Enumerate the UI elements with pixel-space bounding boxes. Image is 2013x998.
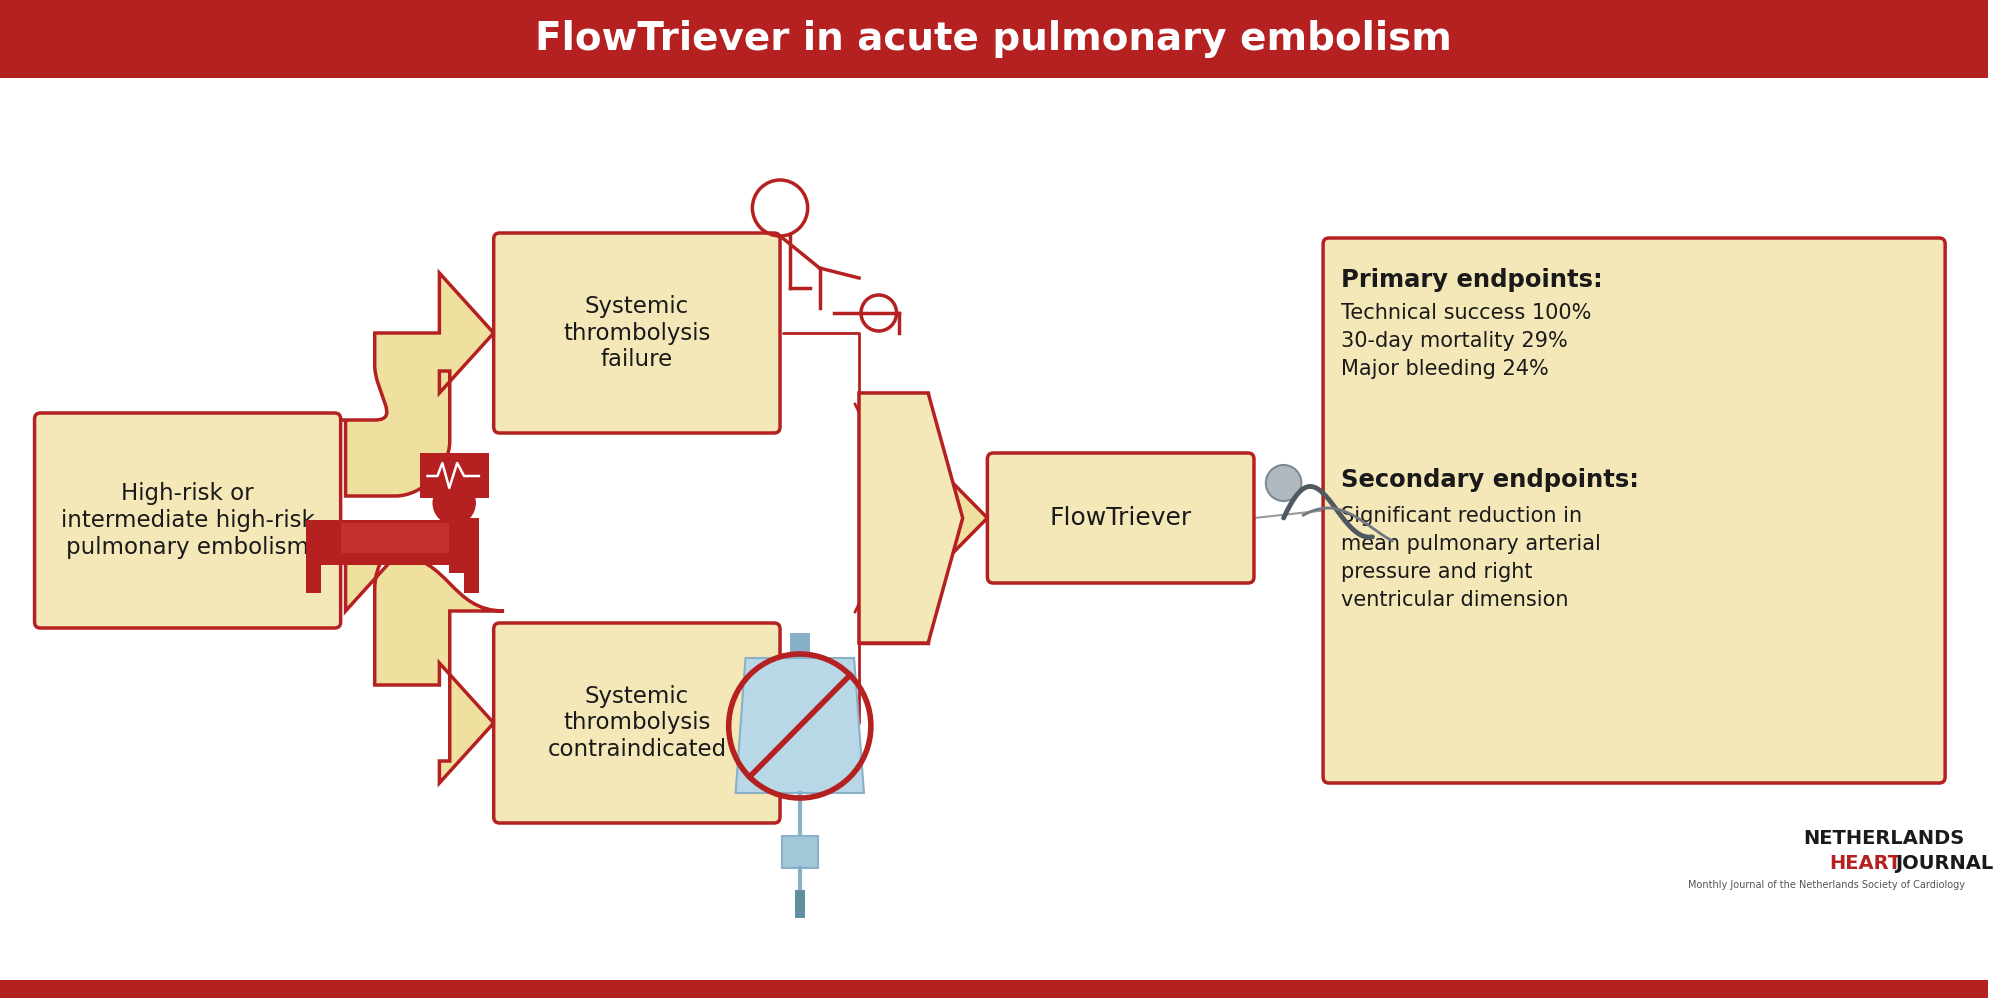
FancyBboxPatch shape [493, 623, 779, 823]
FancyBboxPatch shape [988, 453, 1254, 583]
Bar [0, 0, 1987, 78]
FancyBboxPatch shape [1323, 238, 1945, 783]
PathPatch shape [320, 273, 493, 496]
Text: Technical success 100%
30-day mortality 29%
Major bleeding 24%: Technical success 100% 30-day mortality … [1341, 303, 1590, 379]
Text: NETHERLANDS: NETHERLANDS [1804, 829, 1965, 848]
Bar [789, 633, 809, 658]
Polygon shape [735, 658, 864, 793]
Text: FlowTriever in acute pulmonary embolism: FlowTriever in acute pulmonary embolism [535, 20, 1451, 58]
FancyBboxPatch shape [493, 233, 779, 433]
Bar [306, 520, 479, 565]
Bar [419, 453, 489, 498]
Text: HEART: HEART [1830, 854, 1902, 873]
Bar [0, 980, 1987, 998]
Bar [465, 563, 479, 593]
Polygon shape [928, 478, 988, 558]
Text: Monthly Journal of the Netherlands Society of Cardiology: Monthly Journal of the Netherlands Socie… [1687, 880, 1965, 890]
Bar [781, 836, 817, 868]
Bar [795, 890, 805, 918]
Polygon shape [860, 393, 962, 643]
PathPatch shape [346, 535, 503, 783]
Text: Secondary endpoints:: Secondary endpoints: [1341, 468, 1639, 492]
Text: High-risk or
intermediate high-risk
pulmonary embolism: High-risk or intermediate high-risk pulm… [60, 482, 314, 559]
FancyBboxPatch shape [860, 393, 928, 643]
Text: Systemic
thrombolysis
contraindicated: Systemic thrombolysis contraindicated [548, 685, 727, 761]
Text: Significant reduction in
mean pulmonary arterial
pressure and right
ventricular : Significant reduction in mean pulmonary … [1341, 506, 1600, 610]
FancyBboxPatch shape [34, 413, 340, 628]
Text: Systemic
thrombolysis
failure: Systemic thrombolysis failure [564, 294, 711, 371]
Bar [340, 523, 449, 553]
Bar [306, 563, 320, 593]
Circle shape [1266, 465, 1300, 501]
Bar [449, 518, 479, 573]
Text: JOURNAL: JOURNAL [1894, 854, 1993, 873]
Text: Primary endpoints:: Primary endpoints: [1341, 268, 1602, 292]
Circle shape [433, 481, 475, 525]
Text: FlowTriever: FlowTriever [1049, 506, 1192, 530]
